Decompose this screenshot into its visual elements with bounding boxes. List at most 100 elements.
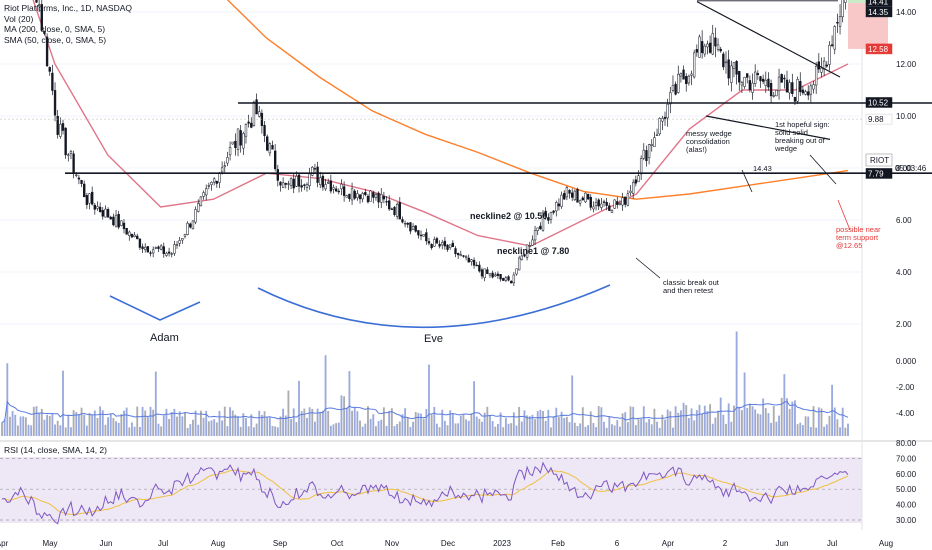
volume-bar <box>295 422 298 436</box>
candle-body <box>724 61 728 64</box>
candle-body <box>252 101 256 126</box>
candle-body <box>732 62 736 70</box>
volume-bar <box>292 408 295 436</box>
volume-bar <box>218 410 221 436</box>
candle-body <box>279 181 282 186</box>
candle-body <box>642 149 645 159</box>
candle-body <box>727 59 730 79</box>
volume-bar <box>361 426 364 436</box>
wedge-upper-line <box>696 1 841 78</box>
candle-body <box>687 75 691 84</box>
candle-body <box>512 274 516 284</box>
candle-body <box>220 167 224 173</box>
candle-body <box>751 82 754 93</box>
time-tick-label: Sep <box>273 539 288 548</box>
volume-bar <box>77 414 80 436</box>
volume-bar <box>19 416 22 436</box>
volume-bar <box>80 407 83 436</box>
volume-bar <box>616 420 619 436</box>
volume-bar <box>215 422 218 436</box>
messy-line-3: (alas!) <box>686 145 707 154</box>
volume-bar <box>531 414 534 436</box>
volume-bar <box>528 416 531 436</box>
volume-bar <box>16 425 19 436</box>
volume-bar <box>154 371 157 436</box>
candle-body <box>456 253 460 256</box>
candle-body <box>433 239 436 247</box>
messy-arrow <box>741 169 753 193</box>
volume-bar <box>253 427 255 436</box>
candle-body <box>698 36 701 58</box>
candle-body <box>480 269 484 277</box>
candle-body <box>167 251 171 254</box>
candle-body <box>281 182 285 188</box>
candle-body <box>536 227 539 231</box>
volume-bar <box>271 425 274 436</box>
volume-bar <box>526 415 529 436</box>
volume-bar <box>157 423 160 436</box>
candle-body <box>101 210 104 217</box>
price-badge-text: 14.41 <box>868 0 889 6</box>
candle-body <box>385 201 388 203</box>
volume-bar <box>547 409 550 436</box>
volume-bar <box>123 410 125 436</box>
volume-bar <box>571 375 574 436</box>
volume-bar <box>497 423 499 436</box>
candle-body <box>289 178 293 186</box>
candle-body <box>43 31 46 34</box>
candle-body <box>711 33 714 55</box>
candle-body <box>268 143 272 154</box>
candle-body <box>197 203 200 212</box>
candle-body <box>613 199 616 209</box>
candle-body <box>332 187 335 190</box>
volume-bar <box>40 408 43 436</box>
candle-body <box>337 190 340 193</box>
candle-body <box>377 192 380 203</box>
volume-bar <box>425 409 428 436</box>
candle-body <box>632 182 635 194</box>
volume-bar <box>788 408 791 436</box>
candle-body <box>215 181 218 184</box>
candle-body <box>435 238 439 244</box>
candle-body <box>374 193 378 198</box>
candle-body <box>157 246 160 249</box>
candle-body <box>820 67 823 73</box>
candle-body <box>48 67 51 72</box>
candle-body <box>735 61 738 75</box>
candle-body <box>754 71 757 84</box>
time-tick-label: Apr <box>0 539 9 548</box>
volume-bar <box>597 406 600 436</box>
volume-bar <box>778 415 780 436</box>
level-14-43-label: 14.43 <box>753 164 772 173</box>
volume-bar <box>234 414 237 436</box>
volume-bar <box>491 421 494 436</box>
volume-bar <box>664 419 666 436</box>
volume-bar <box>754 409 757 436</box>
candle-body <box>430 243 433 249</box>
volume-bar <box>369 418 372 436</box>
price-tick-label: 14.00 <box>896 8 917 17</box>
candle-body <box>353 190 356 199</box>
volume-tick-label: -2.00 <box>896 383 915 392</box>
candle-body <box>645 150 648 161</box>
candle-body <box>411 226 415 230</box>
volume-bar <box>308 407 311 436</box>
volume-bar <box>817 407 820 436</box>
volume-bar <box>579 423 582 436</box>
legend-volume: Vol (20) <box>4 13 34 24</box>
volume-bar <box>624 412 627 436</box>
volume-bar <box>367 406 369 436</box>
volume-bar <box>693 420 696 436</box>
retest-arrow <box>635 257 661 279</box>
candle-body <box>589 196 592 208</box>
volume-bar <box>661 414 664 436</box>
candle-body <box>247 121 250 124</box>
volume-bar <box>202 417 205 436</box>
volume-bar <box>459 415 462 436</box>
candle-body <box>364 192 367 196</box>
candle-body <box>406 222 409 225</box>
candle-body <box>624 196 627 205</box>
volume-bar <box>672 427 674 436</box>
volume-ma-line <box>1 400 849 423</box>
